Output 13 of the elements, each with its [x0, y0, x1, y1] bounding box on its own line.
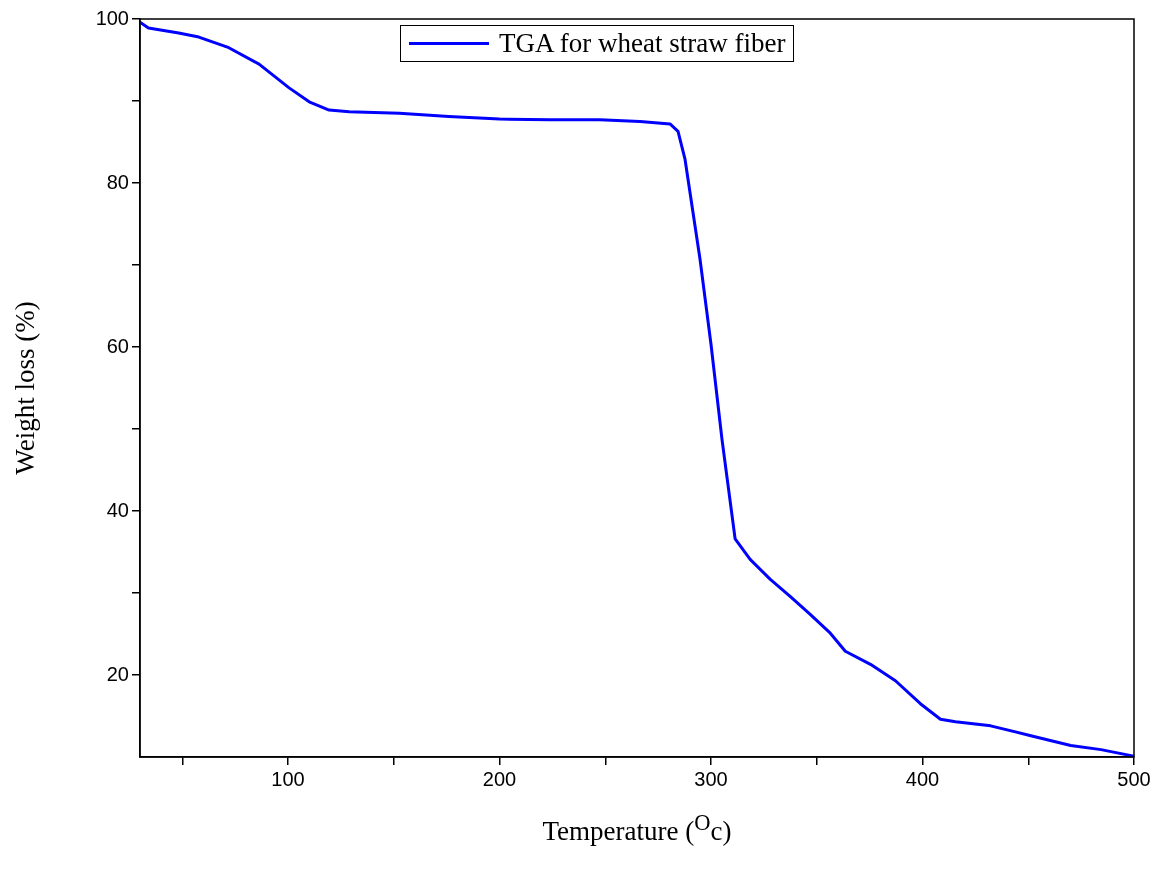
y-axis-title: Weight loss (%): [10, 301, 41, 475]
y-tick-label: 20: [106, 662, 129, 685]
y-tick-label: 100: [95, 6, 129, 29]
x-tick-label: 200: [482, 767, 517, 790]
x-axis-title: Temperature ($^{O}$c): [542, 810, 732, 847]
x-tick-label: 100: [271, 767, 305, 790]
y-tick-label: 80: [106, 170, 129, 193]
x-tick-label: 400: [905, 767, 940, 790]
y-tick-label: 40: [106, 498, 129, 521]
legend-label: TGA for wheat straw fiber: [499, 28, 786, 59]
y-tick-label: 60: [106, 334, 129, 357]
x-tick-label: 300: [694, 767, 728, 790]
x-tick-label: 500: [1117, 767, 1151, 790]
